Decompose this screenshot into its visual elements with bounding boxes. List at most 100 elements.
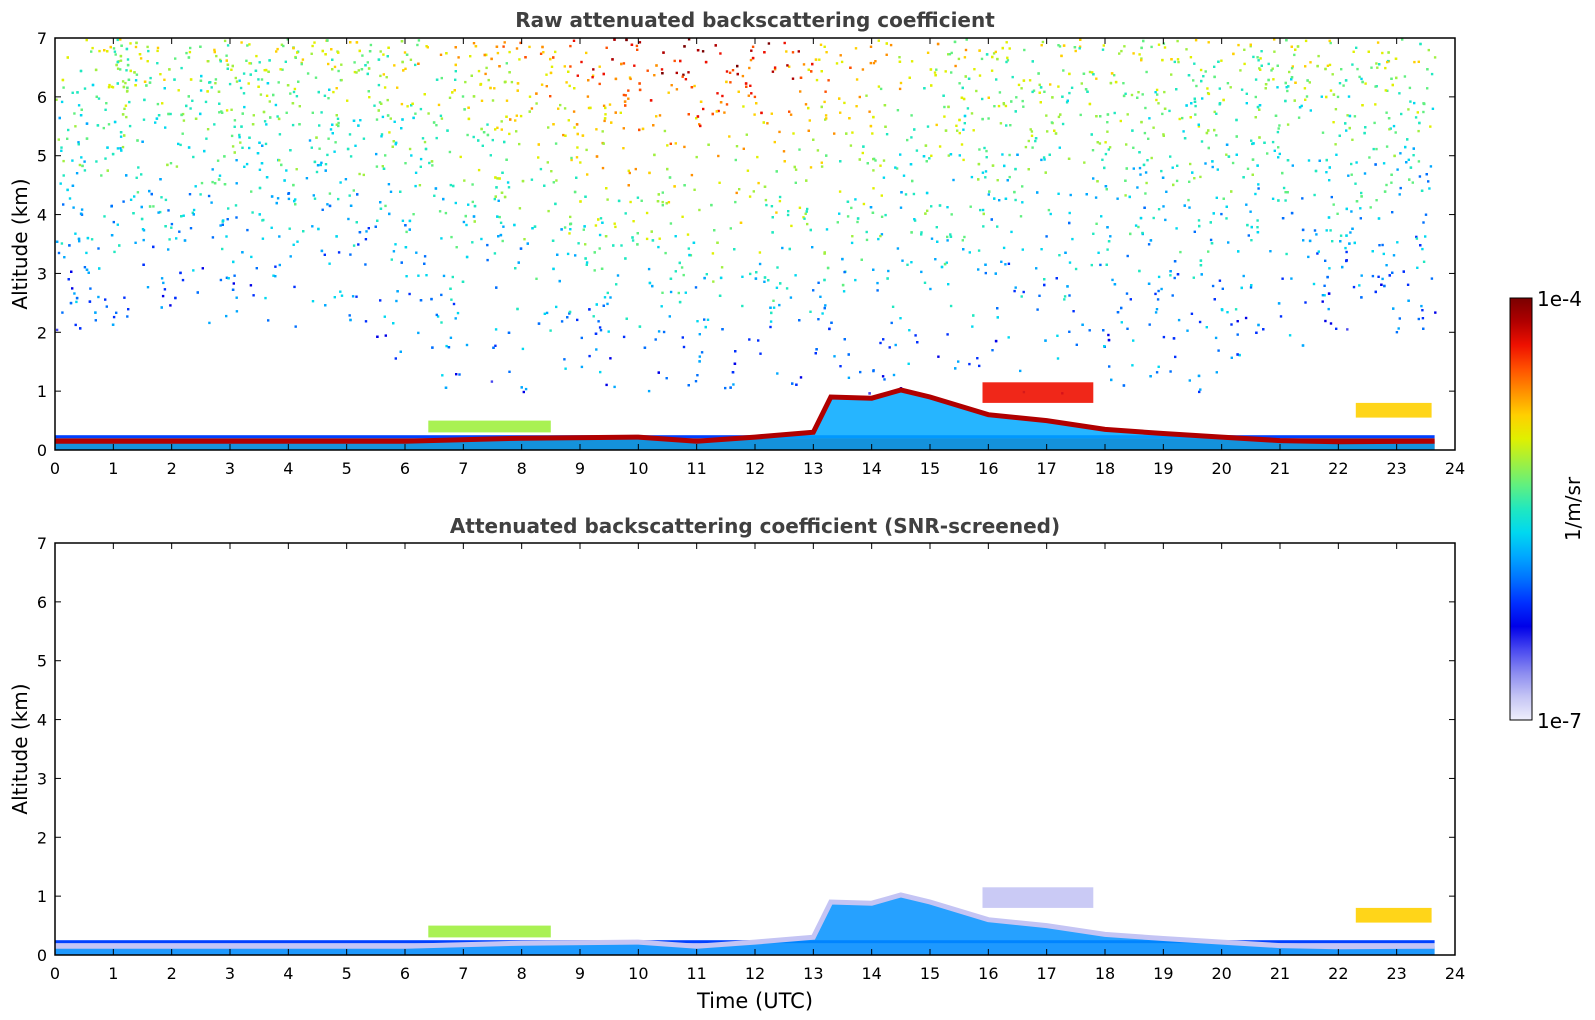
noise-pixel xyxy=(249,62,253,65)
noise-pixel xyxy=(1385,111,1388,114)
noise-pixel xyxy=(906,263,909,266)
noise-pixel xyxy=(348,133,352,136)
noise-pixel xyxy=(1218,102,1222,105)
noise-pixel xyxy=(1277,156,1280,159)
noise-pixel xyxy=(1235,135,1238,138)
noise-pixel xyxy=(1245,203,1248,206)
noise-pixel xyxy=(569,228,572,231)
noise-pixel xyxy=(854,278,857,282)
noise-pixel xyxy=(1345,259,1348,263)
noise-pixel xyxy=(408,228,411,231)
noise-pixel xyxy=(297,80,300,83)
noise-pixel xyxy=(1389,127,1392,130)
noise-pixel xyxy=(514,267,517,270)
noise-pixel xyxy=(650,230,653,233)
noise-pixel xyxy=(272,274,275,277)
noise-pixel xyxy=(233,125,236,128)
noise-pixel xyxy=(116,60,119,64)
noise-pixel xyxy=(320,111,323,114)
noise-pixel xyxy=(1234,308,1238,311)
noise-pixel xyxy=(166,163,169,167)
noise-pixel xyxy=(721,94,724,98)
noise-pixel xyxy=(357,69,360,72)
noise-pixel xyxy=(355,71,358,74)
noise-pixel xyxy=(1039,86,1043,89)
noise-pixel xyxy=(1398,92,1401,95)
noise-pixel xyxy=(1020,87,1023,90)
noise-pixel xyxy=(227,207,230,210)
noise-pixel xyxy=(1020,295,1023,298)
noise-pixel xyxy=(1306,79,1309,82)
noise-pixel xyxy=(1355,161,1358,164)
noise-pixel xyxy=(454,78,457,81)
bottom-ytick-label: 0 xyxy=(37,946,47,965)
noise-pixel xyxy=(812,289,815,292)
noise-pixel xyxy=(219,278,223,282)
top-xtick-label: 1 xyxy=(108,459,118,478)
noise-pixel xyxy=(1125,143,1128,146)
noise-pixel xyxy=(252,294,255,297)
noise-pixel xyxy=(214,78,218,81)
noise-pixel xyxy=(594,332,598,335)
noise-pixel xyxy=(182,119,186,122)
noise-pixel xyxy=(1317,54,1320,58)
noise-pixel xyxy=(294,56,297,59)
noise-pixel xyxy=(1200,79,1203,83)
noise-pixel xyxy=(1260,50,1263,53)
noise-pixel xyxy=(1398,317,1401,320)
noise-pixel xyxy=(61,311,64,314)
noise-pixel xyxy=(121,80,125,83)
noise-pixel xyxy=(496,215,499,218)
noise-pixel xyxy=(126,58,130,61)
noise-pixel xyxy=(174,57,177,60)
noise-pixel xyxy=(858,158,861,161)
noise-pixel xyxy=(83,266,87,269)
noise-pixel xyxy=(1405,161,1408,164)
noise-pixel xyxy=(759,352,762,355)
noise-pixel xyxy=(1138,53,1141,56)
noise-pixel xyxy=(90,238,94,241)
noise-pixel xyxy=(669,290,673,294)
noise-pixel xyxy=(668,176,672,179)
noise-pixel xyxy=(535,277,538,280)
noise-pixel xyxy=(352,119,356,122)
noise-pixel xyxy=(1307,159,1311,162)
noise-pixel xyxy=(1168,109,1171,113)
noise-pixel xyxy=(1321,294,1325,297)
noise-pixel xyxy=(83,169,87,172)
noise-pixel xyxy=(920,231,923,234)
noise-pixel xyxy=(494,195,497,198)
noise-pixel xyxy=(677,291,680,295)
bottom-xtick-label: 4 xyxy=(283,964,293,983)
noise-pixel xyxy=(1021,99,1024,103)
noise-pixel xyxy=(248,62,251,65)
noise-pixel xyxy=(930,237,934,240)
noise-pixel xyxy=(257,78,260,81)
noise-pixel xyxy=(294,325,297,328)
noise-pixel xyxy=(871,211,875,214)
noise-pixel xyxy=(653,74,656,77)
noise-pixel xyxy=(946,206,949,209)
noise-pixel xyxy=(1394,131,1397,134)
noise-pixel xyxy=(601,166,605,170)
noise-pixel xyxy=(647,267,651,271)
noise-pixel xyxy=(230,134,234,138)
top-xtick-label: 14 xyxy=(861,459,881,478)
noise-pixel xyxy=(200,181,204,185)
noise-pixel xyxy=(494,344,497,347)
noise-pixel xyxy=(589,106,592,110)
noise-pixel xyxy=(1402,270,1405,273)
top-xtick-label: 23 xyxy=(1386,459,1406,478)
noise-pixel xyxy=(515,114,518,117)
noise-pixel xyxy=(915,149,919,152)
noise-pixel xyxy=(318,124,321,127)
noise-pixel xyxy=(651,239,655,242)
noise-pixel xyxy=(482,131,486,134)
noise-pixel xyxy=(375,118,379,121)
noise-pixel xyxy=(106,169,109,172)
noise-pixel xyxy=(978,364,981,368)
noise-pixel xyxy=(248,146,251,150)
top-xtick-label: 11 xyxy=(686,459,706,478)
noise-pixel xyxy=(584,195,587,198)
noise-pixel xyxy=(274,103,278,107)
